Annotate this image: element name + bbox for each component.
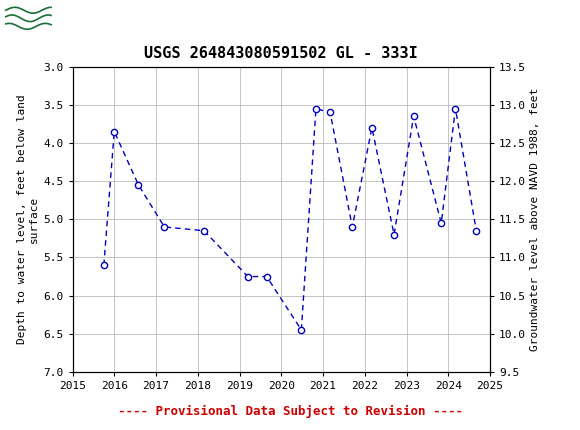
Text: USGS: USGS: [61, 9, 112, 27]
Title: USGS 264843080591502 GL - 333I: USGS 264843080591502 GL - 333I: [144, 46, 418, 61]
FancyBboxPatch shape: [5, 3, 54, 34]
Text: ---- Provisional Data Subject to Revision ----: ---- Provisional Data Subject to Revisio…: [118, 405, 462, 418]
Y-axis label: Groundwater level above NAVD 1988, feet: Groundwater level above NAVD 1988, feet: [530, 88, 541, 351]
Y-axis label: Depth to water level, feet below land
surface: Depth to water level, feet below land su…: [17, 95, 39, 344]
